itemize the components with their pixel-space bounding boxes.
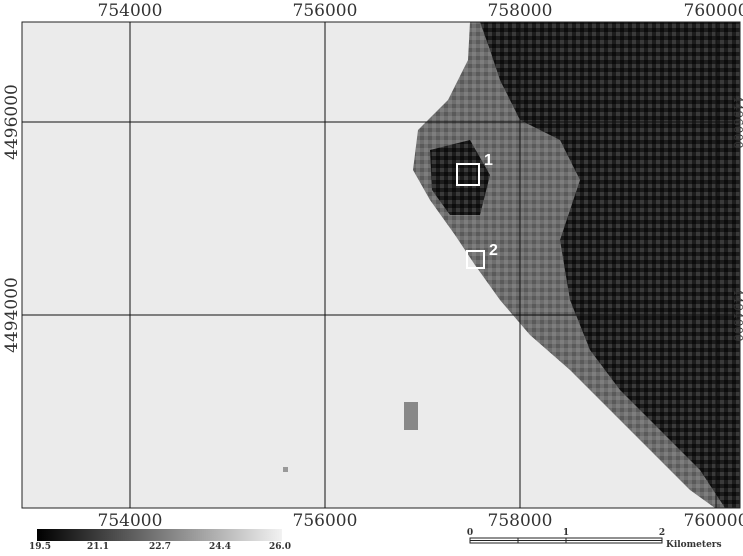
legend-label: 21.1 — [87, 542, 109, 552]
islet — [283, 467, 288, 472]
top-coord: 756000 — [293, 1, 358, 21]
scale-unit: Kilometers — [666, 540, 722, 550]
top-coord: 758000 — [488, 1, 553, 21]
left-coord: 4496000 — [2, 84, 22, 160]
right-coord: 4496000 — [731, 95, 743, 148]
site-label: 1 — [484, 152, 493, 169]
scale-bar — [470, 538, 662, 543]
left-coord: 4494000 — [2, 277, 22, 353]
islet — [404, 402, 418, 430]
legend-label: 24.4 — [209, 542, 231, 552]
top-coord: 754000 — [98, 1, 163, 21]
scale-label: 2 — [659, 528, 665, 538]
legend-label: 26.0 — [269, 542, 291, 552]
bottom-coord: 758000 — [488, 511, 553, 531]
bottom-coord: 756000 — [293, 511, 358, 531]
legend-label: 19.5 — [29, 542, 51, 552]
legend-label: 22.7 — [149, 542, 171, 552]
map-figure: 1 2 754000 756000 758000 760000 754000 7… — [0, 0, 743, 552]
bottom-coord: 754000 — [98, 511, 163, 531]
right-coord: 4494000 — [731, 288, 743, 341]
top-coord: 760000 — [684, 1, 743, 21]
legend-ramp — [37, 529, 282, 541]
bottom-coord: 760000 — [684, 511, 743, 531]
scale-label: 0 — [467, 528, 473, 538]
site-label: 2 — [489, 242, 498, 259]
scale-label: 1 — [563, 528, 569, 538]
